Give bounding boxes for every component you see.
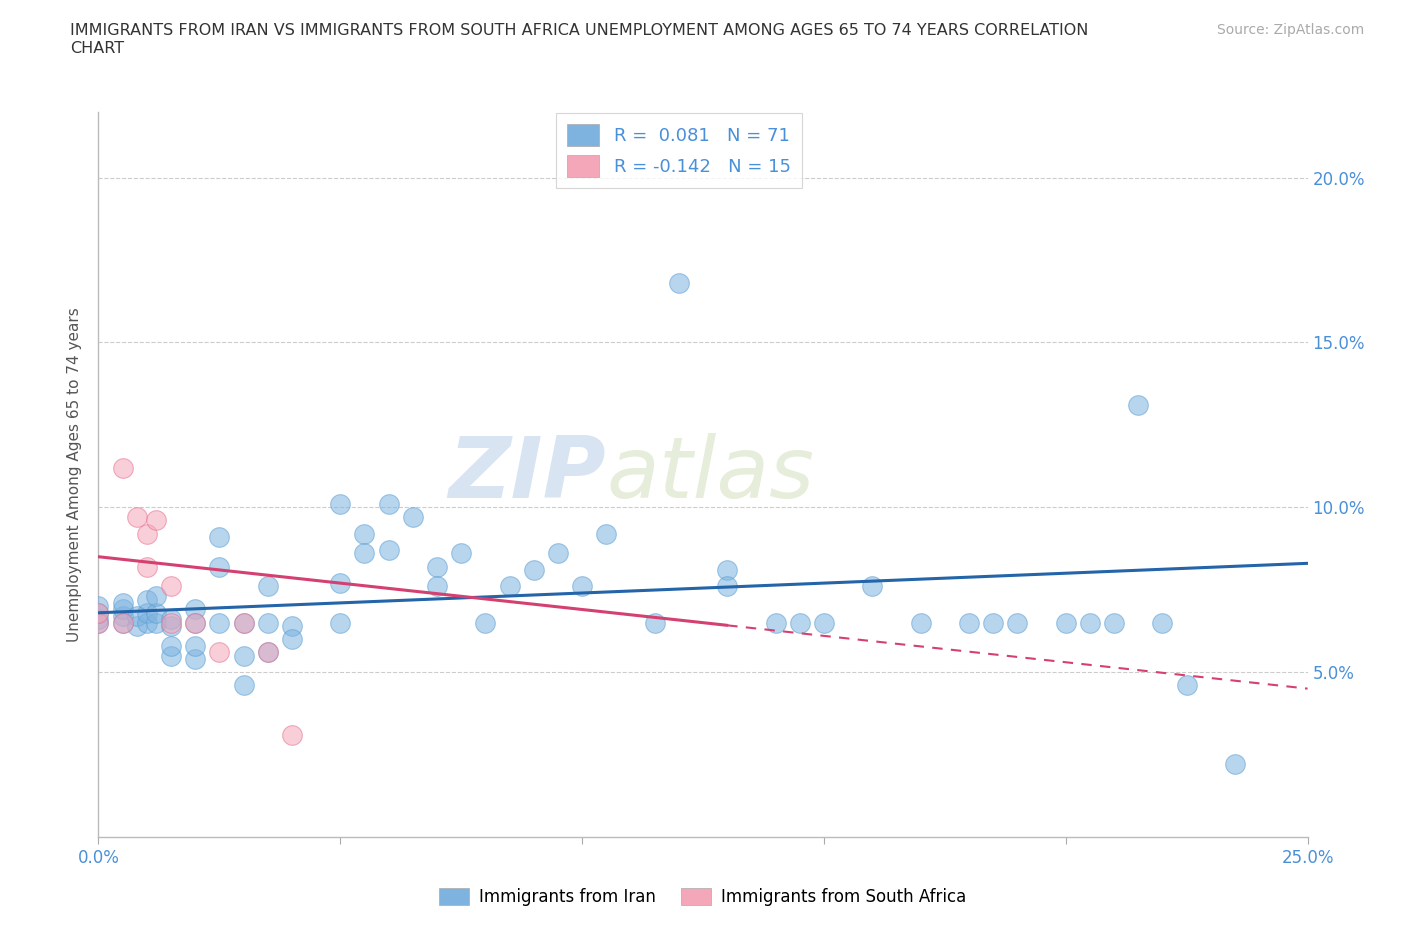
Point <box>765 616 787 631</box>
Point <box>981 616 1004 631</box>
Point <box>111 616 134 631</box>
Point <box>256 616 278 631</box>
Point <box>281 631 304 646</box>
Point <box>111 460 134 475</box>
Point <box>813 616 835 631</box>
Y-axis label: Unemployment Among Ages 65 to 74 years: Unemployment Among Ages 65 to 74 years <box>67 307 83 642</box>
Point <box>1054 616 1077 631</box>
Point <box>474 616 496 631</box>
Point <box>402 510 425 525</box>
Point <box>329 497 352 512</box>
Point <box>860 579 883 594</box>
Point <box>87 605 110 620</box>
Point <box>1175 678 1198 693</box>
Point <box>135 592 157 607</box>
Point <box>910 616 932 631</box>
Point <box>232 678 254 693</box>
Point <box>353 526 375 541</box>
Point <box>426 579 449 594</box>
Point <box>957 616 980 631</box>
Point <box>135 605 157 620</box>
Point <box>135 526 157 541</box>
Point <box>184 638 207 653</box>
Point <box>571 579 593 594</box>
Legend: R =  0.081   N = 71, R = -0.142   N = 15: R = 0.081 N = 71, R = -0.142 N = 15 <box>555 113 801 188</box>
Point <box>329 616 352 631</box>
Point <box>184 652 207 667</box>
Point <box>232 648 254 663</box>
Point <box>329 576 352 591</box>
Point <box>160 579 183 594</box>
Point <box>256 644 278 659</box>
Legend: Immigrants from Iran, Immigrants from South Africa: Immigrants from Iran, Immigrants from So… <box>433 881 973 912</box>
Point <box>1078 616 1101 631</box>
Point <box>523 563 546 578</box>
Point <box>184 616 207 631</box>
Point <box>160 618 183 633</box>
Point <box>426 559 449 574</box>
Point <box>87 612 110 627</box>
Point <box>135 616 157 631</box>
Point <box>1128 398 1150 413</box>
Point <box>145 605 167 620</box>
Point <box>145 589 167 604</box>
Text: ZIP: ZIP <box>449 432 606 516</box>
Text: atlas: atlas <box>606 432 814 516</box>
Point <box>208 644 231 659</box>
Point <box>232 616 254 631</box>
Point <box>87 616 110 631</box>
Point <box>208 616 231 631</box>
Point <box>111 595 134 610</box>
Point <box>668 275 690 290</box>
Point <box>160 612 183 627</box>
Point <box>377 497 399 512</box>
Point <box>256 579 278 594</box>
Point <box>208 529 231 544</box>
Point <box>160 616 183 631</box>
Point <box>789 616 811 631</box>
Point <box>87 616 110 631</box>
Point <box>281 618 304 633</box>
Point <box>1223 757 1246 772</box>
Point <box>111 608 134 623</box>
Point <box>498 579 520 594</box>
Point <box>208 559 231 574</box>
Point <box>135 559 157 574</box>
Point <box>127 510 149 525</box>
Point <box>232 616 254 631</box>
Point <box>450 546 472 561</box>
Point <box>1007 616 1029 631</box>
Point <box>1152 616 1174 631</box>
Point <box>87 599 110 614</box>
Point <box>377 543 399 558</box>
Point <box>87 605 110 620</box>
Text: Source: ZipAtlas.com: Source: ZipAtlas.com <box>1216 23 1364 37</box>
Point <box>127 618 149 633</box>
Point <box>595 526 617 541</box>
Point <box>547 546 569 561</box>
Point <box>256 644 278 659</box>
Point <box>127 608 149 623</box>
Point <box>111 602 134 617</box>
Point <box>160 638 183 653</box>
Point <box>1102 616 1125 631</box>
Point <box>160 648 183 663</box>
Point <box>281 727 304 742</box>
Point <box>353 546 375 561</box>
Point <box>716 563 738 578</box>
Point <box>716 579 738 594</box>
Point <box>111 616 134 631</box>
Point <box>145 616 167 631</box>
Point <box>184 602 207 617</box>
Text: IMMIGRANTS FROM IRAN VS IMMIGRANTS FROM SOUTH AFRICA UNEMPLOYMENT AMONG AGES 65 : IMMIGRANTS FROM IRAN VS IMMIGRANTS FROM … <box>70 23 1088 56</box>
Point <box>184 616 207 631</box>
Point <box>145 513 167 528</box>
Point <box>644 616 666 631</box>
